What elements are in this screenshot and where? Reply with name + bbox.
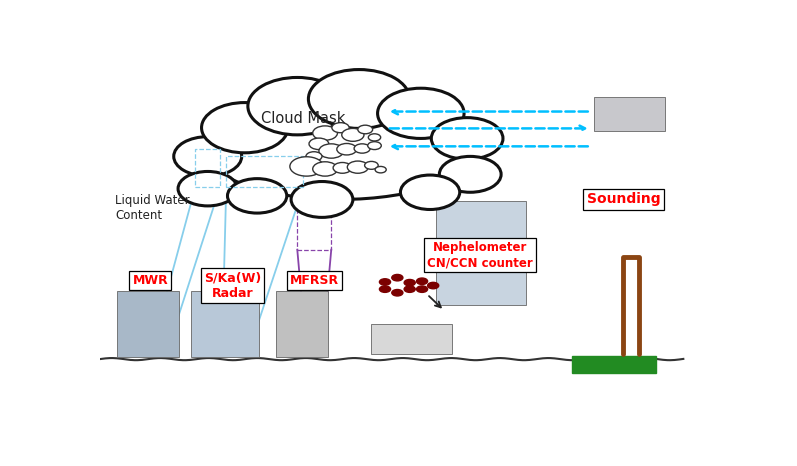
- Circle shape: [291, 181, 353, 217]
- Text: S/Ka(W)
Radar: S/Ka(W) Radar: [204, 272, 261, 300]
- Text: Nephelometer
CN/CCN counter: Nephelometer CN/CCN counter: [427, 241, 533, 269]
- Circle shape: [342, 129, 364, 141]
- Circle shape: [439, 157, 501, 192]
- Circle shape: [378, 88, 464, 138]
- Circle shape: [319, 144, 344, 158]
- Circle shape: [375, 166, 387, 173]
- Circle shape: [400, 175, 460, 210]
- Circle shape: [337, 144, 356, 155]
- Circle shape: [417, 286, 428, 292]
- Circle shape: [332, 123, 349, 133]
- Text: MFRSR: MFRSR: [290, 274, 340, 287]
- Text: Sounding: Sounding: [587, 192, 660, 206]
- Circle shape: [379, 279, 391, 285]
- Circle shape: [174, 137, 241, 176]
- Text: MWR: MWR: [132, 274, 168, 287]
- FancyBboxPatch shape: [436, 201, 526, 305]
- Circle shape: [392, 289, 403, 296]
- Circle shape: [417, 278, 428, 284]
- Circle shape: [392, 274, 403, 281]
- Circle shape: [248, 77, 347, 135]
- Circle shape: [358, 125, 373, 134]
- Circle shape: [312, 162, 337, 176]
- Circle shape: [290, 157, 324, 176]
- Circle shape: [202, 103, 288, 153]
- Circle shape: [368, 134, 381, 141]
- Circle shape: [347, 161, 368, 173]
- Circle shape: [404, 280, 415, 286]
- FancyBboxPatch shape: [371, 324, 452, 355]
- Circle shape: [308, 69, 410, 129]
- Circle shape: [306, 152, 322, 161]
- Circle shape: [379, 286, 391, 292]
- FancyBboxPatch shape: [572, 356, 655, 373]
- Text: Liquid Water
Content: Liquid Water Content: [115, 194, 190, 222]
- FancyBboxPatch shape: [276, 291, 328, 357]
- Circle shape: [428, 282, 438, 289]
- Circle shape: [364, 161, 379, 169]
- Circle shape: [354, 144, 370, 153]
- Ellipse shape: [205, 99, 477, 199]
- Circle shape: [227, 178, 287, 213]
- Circle shape: [333, 163, 351, 173]
- Circle shape: [404, 286, 415, 292]
- FancyBboxPatch shape: [191, 291, 259, 357]
- FancyBboxPatch shape: [117, 291, 179, 357]
- Circle shape: [309, 138, 329, 150]
- FancyBboxPatch shape: [594, 97, 665, 131]
- Circle shape: [178, 171, 238, 206]
- Circle shape: [312, 126, 337, 140]
- Circle shape: [431, 117, 503, 159]
- Text: Cloud Mask: Cloud Mask: [261, 111, 346, 126]
- Circle shape: [367, 142, 381, 150]
